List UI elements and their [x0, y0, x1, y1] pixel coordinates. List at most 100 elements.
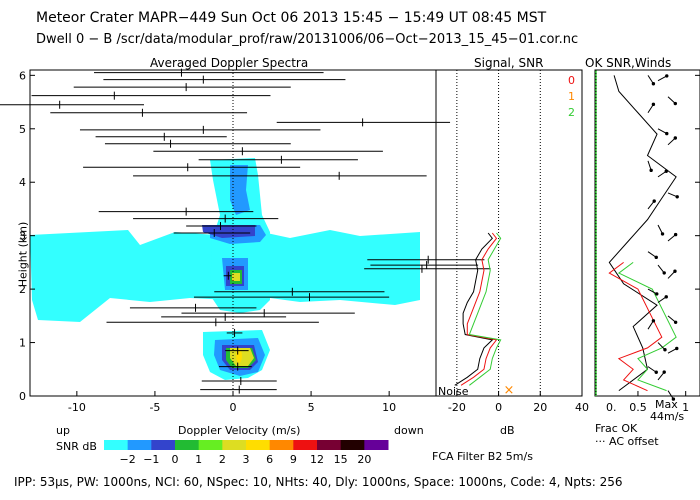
wind-head: [649, 168, 653, 173]
colorbar-tick-label: 9: [290, 453, 297, 466]
colorbar-tick-label: 1: [195, 453, 202, 466]
frac-x-tick-label: 0.5: [629, 401, 647, 414]
colorbar-tick-label: 6: [266, 453, 273, 466]
corner-down-label: down: [394, 424, 424, 437]
signal-line-0: [454, 232, 494, 386]
height-ylabel: Height (km): [16, 221, 30, 288]
wind-head: [664, 169, 668, 173]
colorbar-swatch: [364, 440, 389, 450]
colorbar-tick-label: 0: [172, 453, 179, 466]
wind-head: [673, 269, 677, 273]
wind-head: [651, 102, 656, 107]
wind-head: [671, 397, 676, 401]
frac-line: [608, 75, 677, 392]
colorbar-swatch: [104, 440, 129, 450]
wind-head: [663, 348, 667, 352]
y-tick-label: 1: [19, 337, 26, 350]
wind-head: [662, 271, 666, 275]
header-line-2: Dwell 0 − B /scr/data/modular_prof/raw/2…: [36, 32, 579, 47]
winds-frame: [594, 69, 700, 397]
legend-1: 1: [568, 90, 575, 103]
frac-line: [617, 261, 677, 392]
x-tick-label: 5: [308, 401, 315, 414]
colorbar-swatch: [222, 440, 247, 450]
y-tick-label: 5: [19, 123, 26, 136]
x-tick-label: 0: [230, 401, 237, 414]
y-tick-label: 3: [19, 230, 26, 243]
frac-x-tick-label: 0.: [606, 401, 617, 414]
fca-filter: FCA Filter B2 5m/s: [432, 450, 533, 463]
moment-bars: [0, 68, 491, 394]
signal-x-tick-label: 40: [575, 401, 589, 414]
signal-title: Signal, SNR: [474, 56, 544, 70]
wind-head: [660, 232, 665, 236]
wind-head: [664, 295, 668, 299]
signal-x-tick-label: -20: [448, 401, 466, 414]
y-tick-label: 2: [19, 283, 26, 296]
y-tick-label: 6: [19, 69, 26, 82]
colorbar-tick-label: −2: [120, 453, 136, 466]
colorbar-tick-label: 20: [357, 453, 371, 466]
y-tick-label: 4: [19, 176, 26, 189]
y-tick-label: 0: [19, 390, 26, 403]
colorbar-tick-label: 12: [310, 453, 324, 466]
frac-ok-xlabel: Frac OK: [595, 422, 638, 435]
wind-head: [654, 255, 658, 260]
colorbar-swatch: [246, 440, 271, 450]
colorbar-tick-label: 3: [243, 453, 250, 466]
wind-head: [651, 82, 656, 86]
colorbar-swatch: [175, 440, 200, 450]
colorbar-swatch: [127, 440, 152, 450]
wind-head: [665, 131, 669, 136]
colorbar-tick-label: 2: [219, 453, 226, 466]
noise-label: Noise: [438, 385, 469, 398]
legend-2: 2: [568, 106, 575, 119]
colorbar-swatch: [269, 440, 294, 450]
signal-series: ×: [454, 232, 515, 398]
wind-head: [673, 232, 678, 237]
legend-0: 0: [568, 74, 575, 87]
frac-line: [608, 261, 663, 392]
signal-x-tick-label: 20: [533, 401, 547, 414]
spectra-title: Averaged Doppler Spectra: [150, 56, 309, 70]
wind-head: [654, 370, 658, 374]
signal-line-1: [460, 232, 498, 386]
corner-up-label: up: [56, 424, 70, 437]
signal-x-tick-label: 0: [495, 401, 502, 414]
signal-line-2: [468, 232, 502, 386]
colorbar-swatch: [198, 440, 223, 450]
colorbar-swatch: [293, 440, 318, 450]
ac-offset-label: ··· AC offset: [595, 435, 659, 448]
spectra-xlabel: Doppler Velocity (m/s): [178, 424, 301, 437]
signal-xlabel: dB: [500, 424, 515, 437]
max-value: 44m/s: [650, 410, 685, 423]
wind-head: [662, 370, 666, 374]
wind-head: [665, 74, 669, 78]
footer-params: IPP: 53μs, PW: 1000ns, NCI: 60, NSpec: 1…: [14, 475, 623, 489]
winds-title: OK SNR,Winds: [585, 56, 672, 70]
wind-head: [675, 195, 679, 199]
wind-head: [655, 292, 659, 296]
frac-ok-series: [608, 75, 677, 392]
colorbar-swatch: [317, 440, 342, 450]
wind-head: [673, 136, 678, 140]
colorbar-tick-label: −1: [143, 453, 159, 466]
colorbar: −2 −1 0 1 2 3 6 9 12 15 20: [104, 440, 389, 466]
wind-head: [652, 199, 656, 203]
wind-head: [673, 320, 678, 324]
header-line-1: Meteor Crater MAPR−449 Sun Oct 06 2013 1…: [36, 10, 547, 26]
colorbar-swatch: [340, 440, 365, 450]
wind-vectors: [647, 74, 679, 401]
colorbar-swatch: [151, 440, 176, 450]
x-tick-label: -5: [149, 401, 160, 414]
max-label: Max: [655, 398, 678, 411]
wind-head: [651, 319, 656, 323]
wind-head: [675, 346, 679, 351]
signal-marker: ×: [504, 383, 515, 398]
snr-db-label: SNR dB: [56, 440, 97, 453]
signal-frame: [435, 69, 583, 397]
x-tick-label: -10: [68, 401, 86, 414]
x-tick-label: 10: [382, 401, 396, 414]
